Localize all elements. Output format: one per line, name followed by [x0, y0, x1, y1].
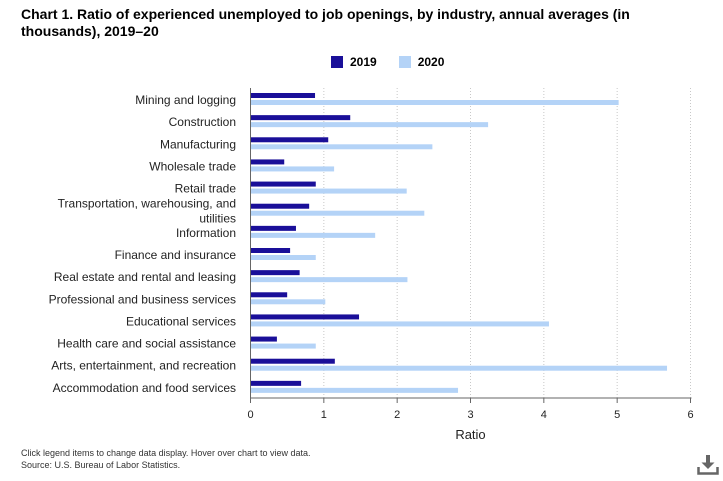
bar-2020-12[interactable] [250, 365, 668, 371]
category-label-line: Transportation, warehousing, and [58, 197, 236, 211]
source-note: Source: U.S. Bureau of Labor Statistics. [21, 460, 181, 470]
category-label-10: Educational services [126, 314, 236, 328]
bar-2019-0[interactable] [250, 93, 316, 98]
bar-2020-13[interactable] [250, 387, 459, 393]
bar-2020-0[interactable] [250, 100, 619, 105]
category-label-9: Professional and business services [49, 292, 236, 306]
bar-2020-10[interactable] [250, 321, 549, 327]
bar-2019-1[interactable] [250, 115, 351, 121]
bar-2020-6[interactable] [250, 232, 376, 238]
bar-2019-8[interactable] [250, 270, 300, 276]
legend-swatch-2019 [331, 56, 343, 68]
legend-label-2019: 2019 [350, 55, 377, 69]
bar-2020-3[interactable] [250, 166, 335, 172]
bar-2020-2[interactable] [250, 144, 433, 150]
x-tick-label-0: 0 [247, 409, 253, 421]
category-label-12: Arts, entertainment, and recreation [51, 359, 236, 373]
legend-swatch-2020 [398, 56, 411, 68]
legend: 2019 2020 [331, 55, 466, 69]
bar-2019-4[interactable] [250, 181, 316, 187]
bar-2019-3[interactable] [250, 159, 285, 165]
bar-2019-5[interactable] [250, 203, 310, 209]
category-label-1: Construction [169, 115, 236, 129]
bar-2019-11[interactable] [250, 336, 277, 342]
category-label-6: Information [176, 226, 236, 240]
bar-2020-11[interactable] [250, 343, 316, 349]
x-tick-label-4: 4 [541, 409, 547, 421]
category-label-11: Health care and social assistance [57, 337, 236, 351]
bar-2019-6[interactable] [250, 225, 296, 231]
bar-2019-7[interactable] [250, 248, 291, 253]
bar-2020-5[interactable] [250, 210, 425, 216]
bar-2019-12[interactable] [250, 358, 335, 364]
bar-2019-2[interactable] [250, 137, 329, 143]
bar-2020-1[interactable] [250, 122, 489, 128]
category-label-8: Real estate and rental and leasing [54, 270, 236, 284]
chart-title: Chart 1. Ratio of experienced unemployed… [21, 6, 630, 39]
x-tick-label-5: 5 [614, 409, 620, 421]
bar-2020-7[interactable] [250, 255, 316, 260]
category-label-7: Finance and insurance [115, 248, 237, 262]
bar-2019-9[interactable] [250, 292, 288, 298]
x-tick-label-3: 3 [467, 409, 473, 421]
category-label-13: Accommodation and food services [53, 381, 236, 395]
legend-item-2020[interactable]: 2020 [398, 55, 445, 69]
bar-2019-10[interactable] [250, 314, 360, 320]
bar-2020-9[interactable] [250, 299, 326, 305]
category-label-3: Wholesale trade [149, 159, 236, 173]
download-icon [697, 455, 719, 475]
category-label-line: utilities [199, 212, 236, 226]
bar-2019-13[interactable] [250, 380, 302, 386]
footnote: Click legend items to change data displa… [21, 448, 311, 458]
x-axis-title: Ratio [455, 427, 485, 442]
category-label-5: Transportation, warehousing, and utilitie… [58, 197, 236, 226]
legend-label-2020: 2020 [417, 55, 445, 69]
x-tick-label-6: 6 [687, 409, 693, 421]
x-tick-label-1: 1 [321, 409, 327, 421]
download-button[interactable] [696, 452, 720, 476]
category-label-2: Manufacturing [160, 137, 236, 151]
bar-2020-4[interactable] [250, 188, 407, 194]
x-tick-label-2: 2 [394, 409, 400, 421]
category-label-0: Mining and logging [135, 93, 236, 107]
category-label-4: Retail trade [175, 182, 237, 196]
legend-item-2019[interactable]: 2019 [331, 55, 377, 69]
bar-2020-8[interactable] [250, 277, 408, 283]
